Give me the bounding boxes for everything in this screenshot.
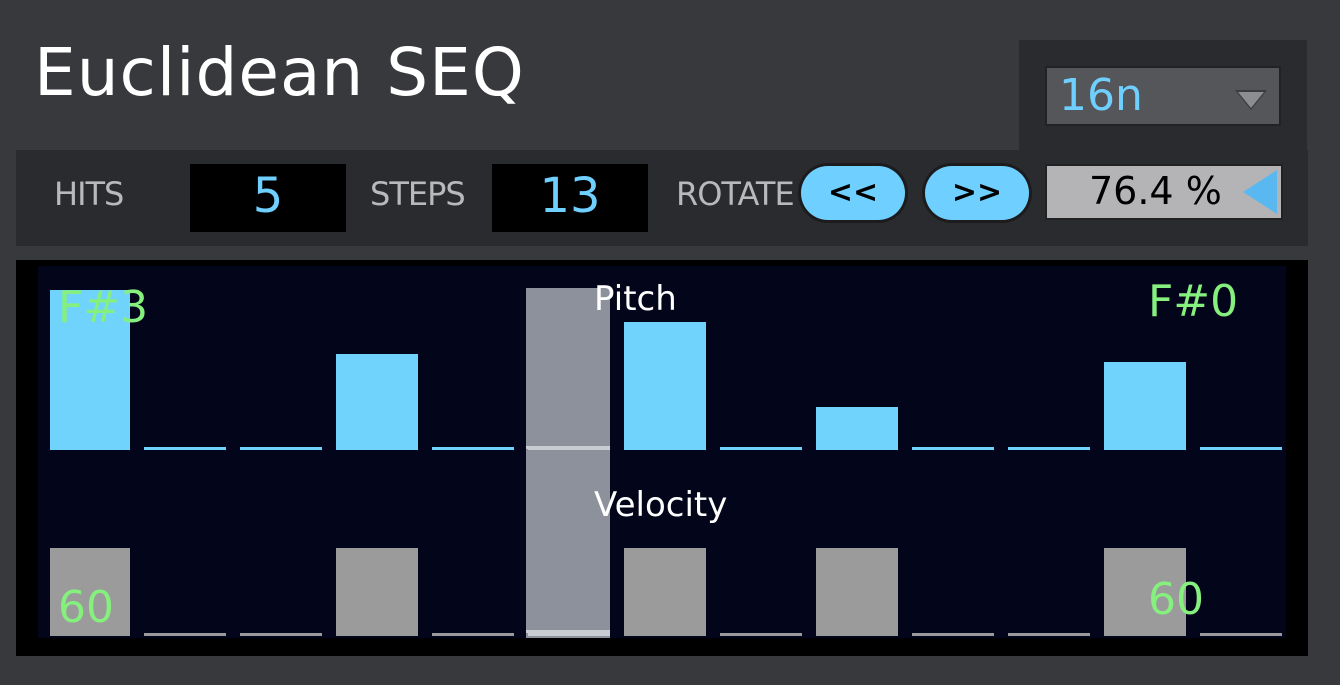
note-rate-dropdown[interactable]: 16n bbox=[1045, 66, 1281, 126]
velocity-bar-step-7[interactable] bbox=[624, 548, 706, 636]
pitch-min-label: F#0 bbox=[1148, 276, 1239, 327]
pitch-section-label: Pitch bbox=[594, 279, 677, 319]
velocity-right-label: 60 bbox=[1148, 574, 1204, 625]
rotate-right-button[interactable]: >> bbox=[925, 166, 1029, 220]
hits-label: HITS bbox=[54, 175, 124, 213]
playhead-marker bbox=[526, 630, 610, 633]
velocity-bar-step-5[interactable] bbox=[432, 633, 514, 636]
pitch-bar-step-12[interactable] bbox=[1104, 362, 1186, 450]
step-sequencer-grid[interactable]: Pitch Velocity bbox=[38, 266, 1286, 638]
velocity-section-label: Velocity bbox=[594, 485, 728, 525]
velocity-bar-step-12[interactable] bbox=[1104, 548, 1186, 636]
percent-slider[interactable]: 76.4 % bbox=[1045, 164, 1283, 220]
rotate-left-button[interactable]: << bbox=[801, 166, 905, 220]
velocity-bar-step-3[interactable] bbox=[240, 633, 322, 636]
pitch-bar-step-11[interactable] bbox=[1008, 447, 1090, 450]
pitch-bar-step-13[interactable] bbox=[1200, 447, 1282, 450]
pitch-bar-step-9[interactable] bbox=[816, 407, 898, 450]
app-title: Euclidean SEQ bbox=[34, 34, 525, 111]
pitch-max-label: F#3 bbox=[58, 282, 149, 333]
playhead-step-6 bbox=[526, 288, 610, 638]
steps-label: STEPS bbox=[370, 175, 466, 213]
velocity-bar-step-1[interactable] bbox=[50, 548, 130, 636]
steps-number-box[interactable]: 13 bbox=[492, 164, 648, 232]
note-rate-value: 16n bbox=[1059, 70, 1143, 121]
pitch-bar-step-3[interactable] bbox=[240, 447, 322, 450]
hits-number-box[interactable]: 5 bbox=[190, 164, 346, 232]
chevron-down-icon bbox=[1235, 90, 1267, 110]
velocity-bar-step-6[interactable] bbox=[528, 633, 610, 636]
velocity-bar-step-10[interactable] bbox=[912, 633, 994, 636]
velocity-bar-step-9[interactable] bbox=[816, 548, 898, 636]
triangle-left-icon bbox=[1243, 170, 1277, 214]
rotate-label: ROTATE bbox=[676, 175, 795, 213]
pitch-bar-step-1[interactable] bbox=[50, 290, 130, 450]
pitch-bar-step-2[interactable] bbox=[144, 447, 226, 450]
velocity-bar-step-2[interactable] bbox=[144, 633, 226, 636]
velocity-bar-step-13[interactable] bbox=[1200, 633, 1282, 636]
percent-value: 76.4 % bbox=[1089, 169, 1222, 213]
pitch-bar-step-4[interactable] bbox=[336, 354, 418, 450]
pitch-bar-step-10[interactable] bbox=[912, 447, 994, 450]
pitch-bar-step-7[interactable] bbox=[624, 322, 706, 450]
pitch-bar-step-8[interactable] bbox=[720, 447, 802, 450]
velocity-left-label: 60 bbox=[58, 582, 114, 633]
velocity-bar-step-11[interactable] bbox=[1008, 633, 1090, 636]
velocity-bar-step-8[interactable] bbox=[720, 633, 802, 636]
velocity-bar-step-4[interactable] bbox=[336, 548, 418, 636]
pitch-bar-step-6[interactable] bbox=[528, 447, 610, 450]
pitch-bar-step-5[interactable] bbox=[432, 447, 514, 450]
